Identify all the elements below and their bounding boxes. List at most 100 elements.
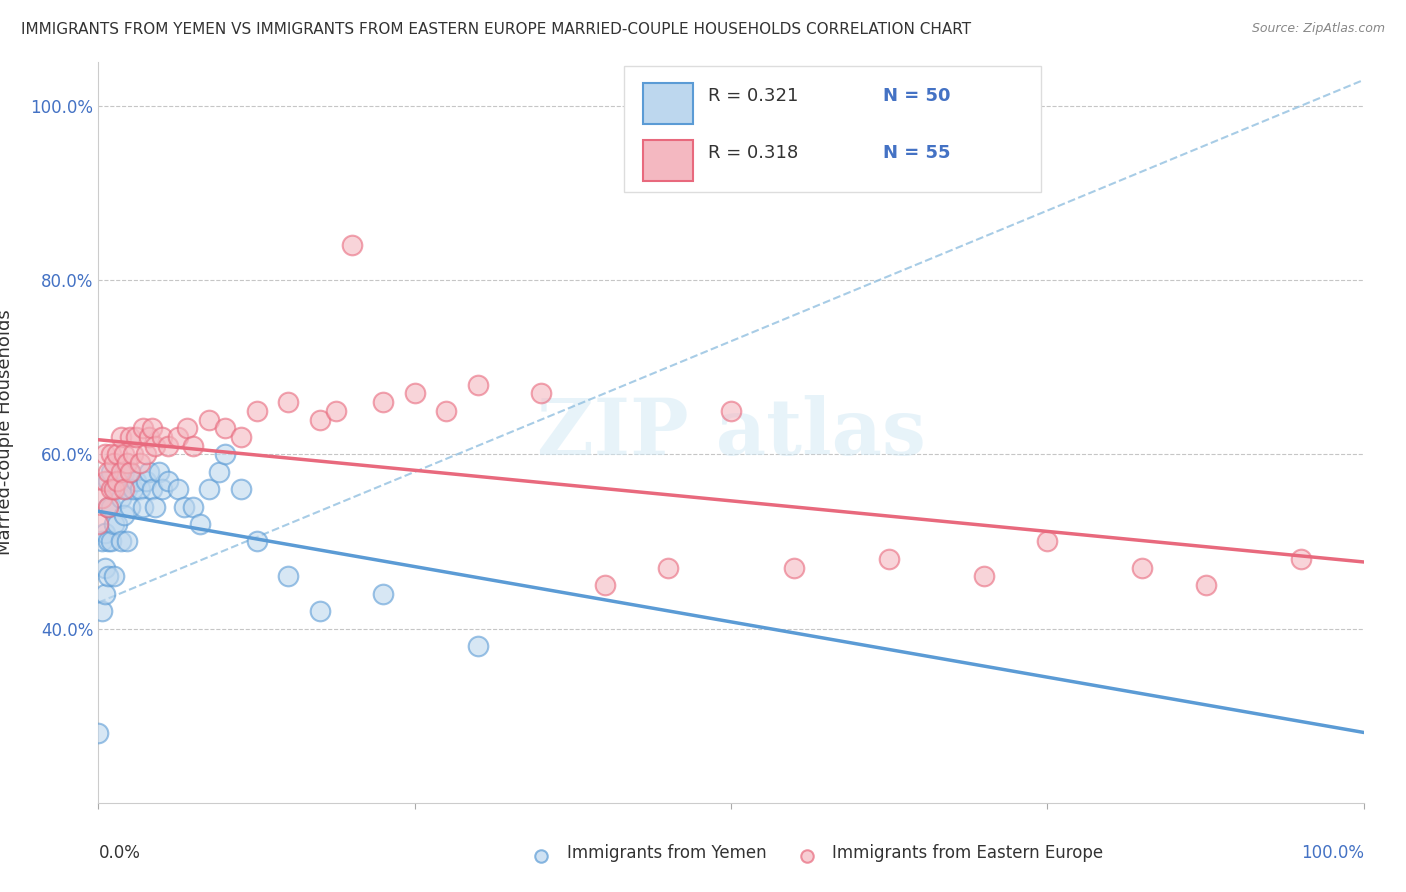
- Point: [1289, 552, 1312, 566]
- Point: [176, 421, 198, 435]
- Point: [103, 482, 125, 496]
- Point: [93, 525, 117, 540]
- Point: [188, 517, 211, 532]
- Point: [183, 500, 205, 514]
- Point: [132, 500, 155, 514]
- Point: [100, 500, 122, 514]
- Point: [97, 465, 120, 479]
- Bar: [643, 83, 693, 124]
- Point: [120, 430, 141, 444]
- Bar: [643, 140, 693, 181]
- Point: [128, 482, 150, 496]
- Point: [100, 465, 122, 479]
- Point: [198, 482, 221, 496]
- Point: [135, 474, 157, 488]
- Point: [467, 639, 489, 653]
- Point: [973, 569, 995, 583]
- Point: [530, 386, 553, 401]
- Point: [103, 517, 125, 532]
- Point: [150, 482, 173, 496]
- Point: [97, 500, 120, 514]
- Text: Immigrants from Eastern Europe: Immigrants from Eastern Europe: [832, 844, 1104, 862]
- Point: [1194, 578, 1216, 592]
- Point: [166, 482, 188, 496]
- Point: [125, 474, 148, 488]
- Point: [97, 474, 120, 488]
- Point: [107, 474, 129, 488]
- Point: [309, 412, 332, 426]
- Point: [141, 421, 163, 435]
- Point: [1036, 534, 1059, 549]
- Text: Immigrants from Yemen: Immigrants from Yemen: [567, 844, 766, 862]
- Point: [138, 465, 160, 479]
- Point: [100, 447, 122, 461]
- Point: [877, 552, 900, 566]
- Point: [120, 500, 141, 514]
- Point: [720, 404, 742, 418]
- Point: [97, 569, 120, 583]
- Point: [657, 560, 679, 574]
- Point: [148, 465, 170, 479]
- Point: [122, 447, 145, 461]
- Point: [125, 430, 148, 444]
- Text: 0.0%: 0.0%: [98, 844, 141, 862]
- Point: [93, 447, 117, 461]
- Point: [141, 482, 163, 496]
- Point: [198, 412, 221, 426]
- Point: [112, 465, 135, 479]
- Point: [128, 456, 150, 470]
- Point: [1130, 560, 1153, 574]
- Point: [115, 534, 138, 549]
- Text: R = 0.318: R = 0.318: [709, 144, 799, 161]
- Point: [173, 500, 195, 514]
- Point: [145, 500, 166, 514]
- Point: [166, 430, 188, 444]
- Point: [93, 560, 117, 574]
- Point: [107, 447, 129, 461]
- Point: [138, 430, 160, 444]
- Point: [112, 508, 135, 523]
- Point: [90, 534, 112, 549]
- Point: [783, 560, 806, 574]
- Point: [229, 430, 252, 444]
- Point: [110, 465, 132, 479]
- Point: [97, 500, 120, 514]
- Point: [122, 482, 145, 496]
- Point: [208, 465, 231, 479]
- Point: [90, 491, 112, 505]
- Point: [593, 578, 616, 592]
- Point: [325, 404, 347, 418]
- Point: [404, 386, 426, 401]
- Point: [112, 447, 135, 461]
- Point: [340, 238, 363, 252]
- Point: [110, 534, 132, 549]
- FancyBboxPatch shape: [623, 66, 1040, 192]
- Point: [120, 465, 141, 479]
- Point: [229, 482, 252, 496]
- Point: [150, 430, 173, 444]
- Y-axis label: Married-couple Households: Married-couple Households: [0, 310, 14, 556]
- Point: [115, 482, 138, 496]
- Text: Source: ZipAtlas.com: Source: ZipAtlas.com: [1251, 22, 1385, 36]
- Point: [277, 569, 299, 583]
- Point: [277, 395, 299, 409]
- Point: [97, 534, 120, 549]
- Point: [100, 482, 122, 496]
- Point: [100, 534, 122, 549]
- Point: [145, 439, 166, 453]
- Point: [214, 447, 236, 461]
- Point: [371, 395, 394, 409]
- Point: [103, 569, 125, 583]
- Text: IMMIGRANTS FROM YEMEN VS IMMIGRANTS FROM EASTERN EUROPE MARRIED-COUPLE HOUSEHOLD: IMMIGRANTS FROM YEMEN VS IMMIGRANTS FROM…: [21, 22, 972, 37]
- Text: N = 55: N = 55: [883, 144, 950, 161]
- Point: [87, 517, 110, 532]
- Text: ZIP atlas: ZIP atlas: [537, 394, 925, 471]
- Point: [246, 534, 269, 549]
- Point: [309, 604, 332, 618]
- Point: [157, 474, 180, 488]
- Point: [93, 474, 117, 488]
- Point: [183, 439, 205, 453]
- Point: [157, 439, 180, 453]
- Point: [135, 447, 157, 461]
- Point: [103, 482, 125, 496]
